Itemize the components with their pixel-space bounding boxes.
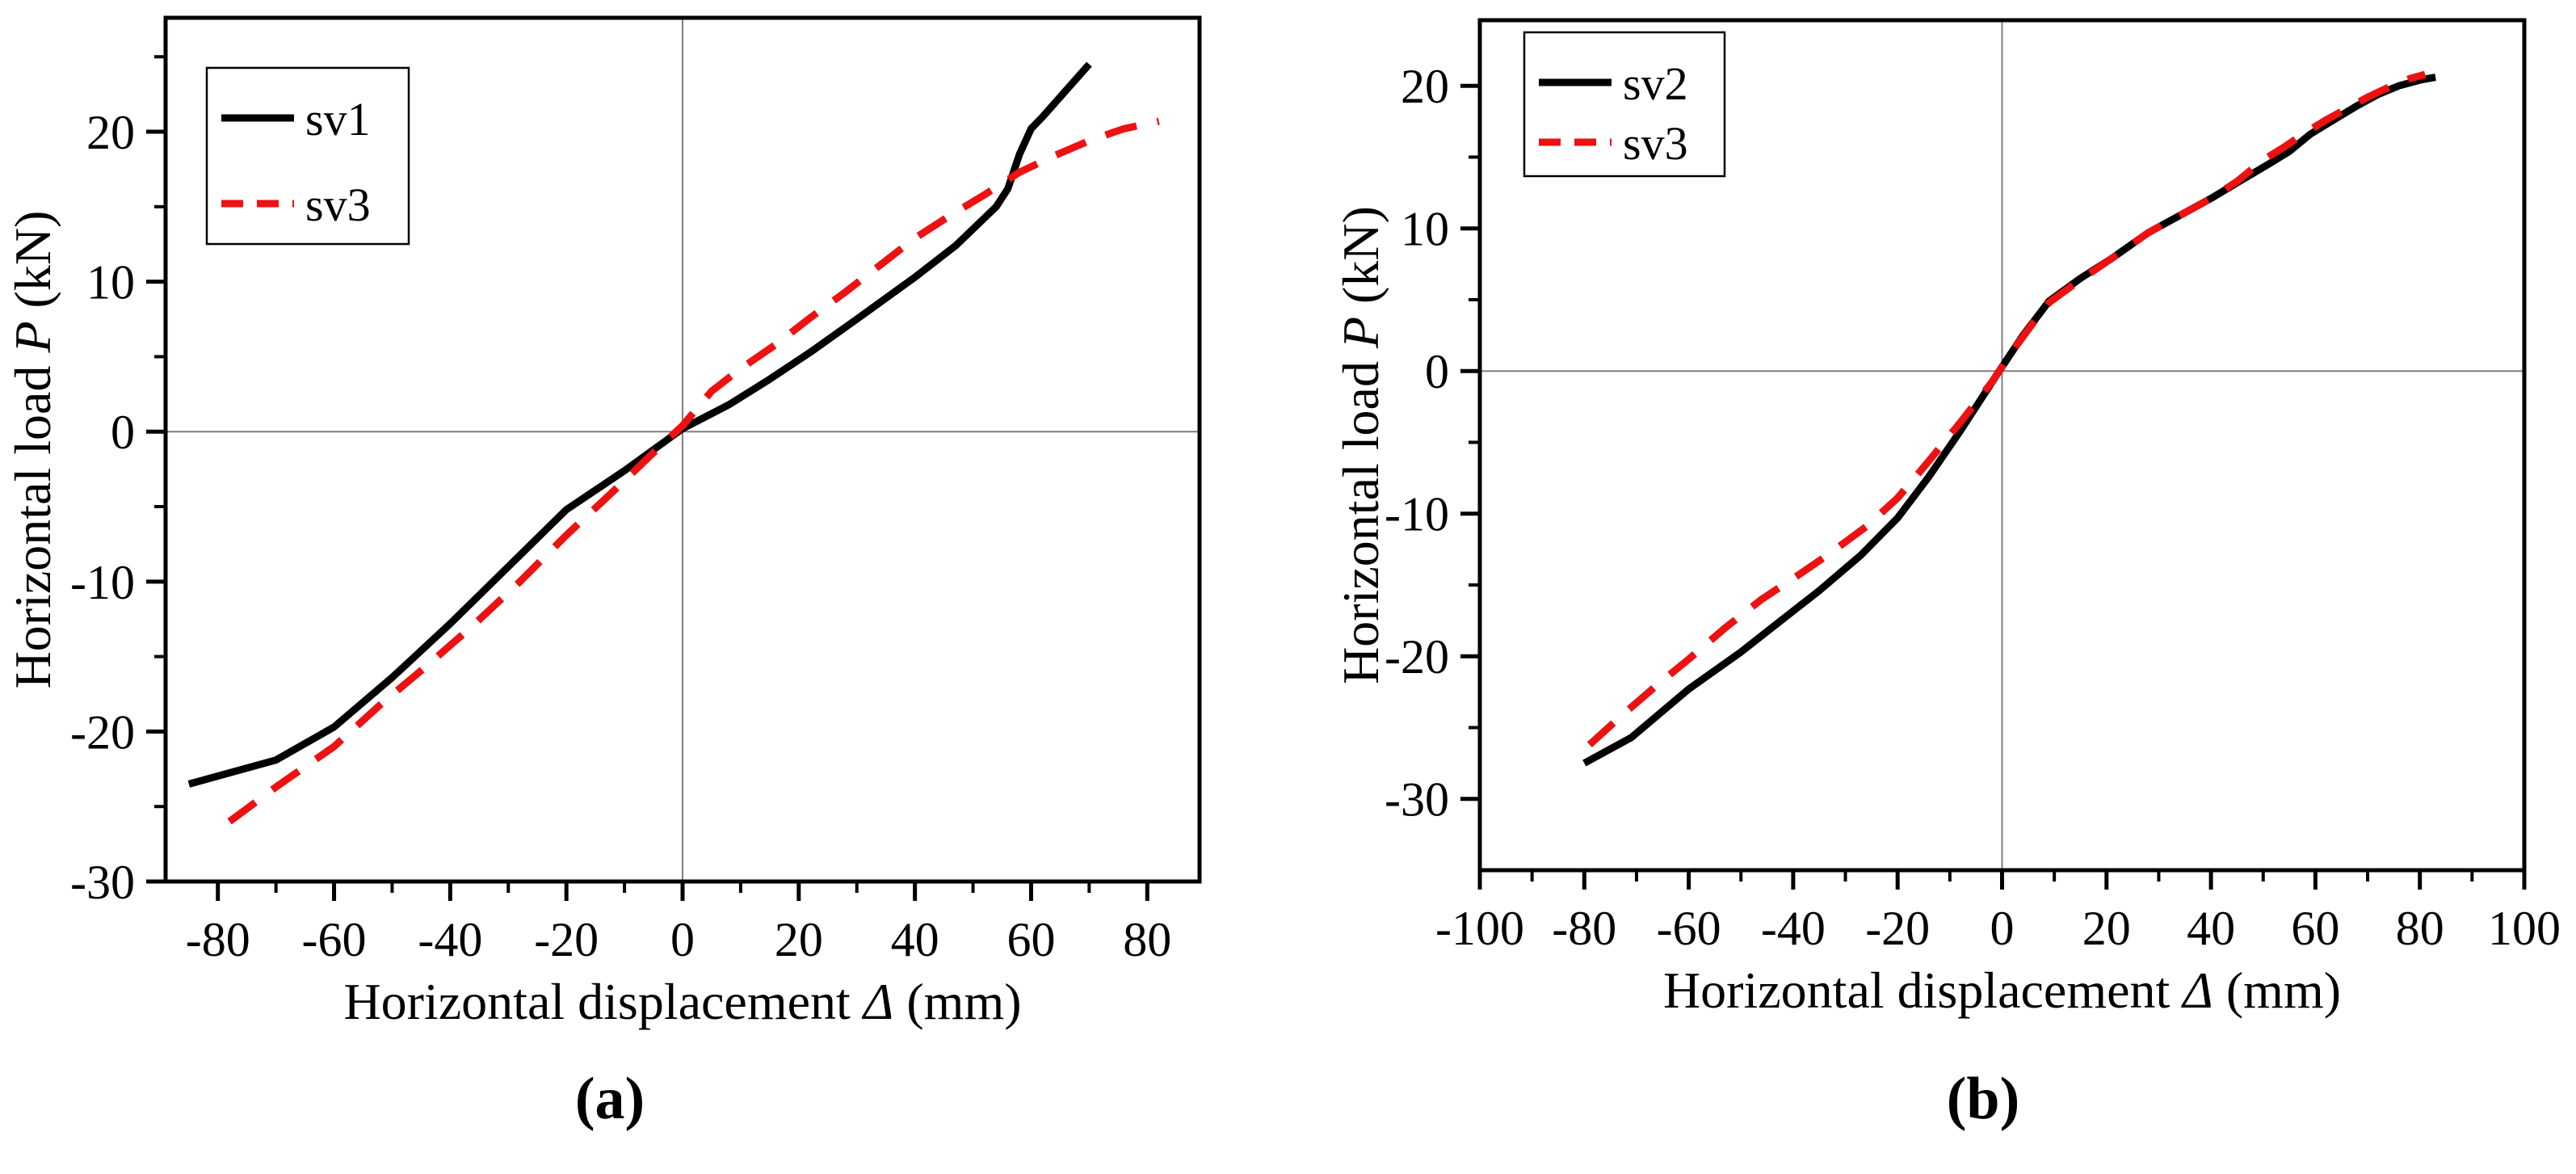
x-tick-label: -40 [418, 913, 482, 966]
x-tick-label: 20 [775, 913, 823, 966]
x-axis-title: Horizontal displacement Δ (mm) [343, 973, 1021, 1030]
y-axis-title: Horizontal load P (kN) [1332, 206, 1389, 684]
chart-b-canvas: -100 -80 -60 -40 -20 0 20 40 60 80 100-30-20-10010… [1332, 18, 2561, 1019]
y-tick-label: 0 [111, 406, 135, 459]
x-tick-label: 40 [891, 913, 939, 966]
x-tick-label: 60 [2291, 902, 2339, 955]
legend-label-sv2: sv2 [1623, 57, 1688, 110]
y-tick-label: -10 [1385, 488, 1449, 541]
y-tick-label: 20 [86, 106, 135, 159]
series-sv3-line [227, 117, 1160, 825]
y-axis-title: Horizontal load P (kN) [4, 211, 61, 689]
y-axis: -30 -20 -10 0 10 20 [1385, 60, 1480, 827]
y-tick-label: -10 [70, 556, 135, 609]
y-axis: -30 -20 -10 0 10 20 [70, 55, 166, 909]
x-axis-title: Horizontal displacement Δ (mm) [1663, 962, 2341, 1019]
caption-a: (a) [574, 1066, 645, 1132]
x-tick-label: -60 [302, 913, 367, 966]
x-tick-label: -20 [534, 913, 599, 966]
legend: sv1 sv3 [205, 66, 410, 246]
series-sv3-line [1586, 70, 2427, 748]
y-tick-label: -30 [70, 856, 135, 909]
y-tick-label: 10 [86, 256, 135, 309]
x-tick-label: -80 [186, 913, 250, 966]
x-tick-label: 80 [1123, 913, 1171, 966]
x-tick-label: 20 [2082, 902, 2131, 955]
y-tick-label: -20 [1385, 630, 1449, 684]
legend-label-sv3: sv3 [1623, 117, 1688, 170]
x-tick-label: 40 [2187, 902, 2235, 955]
y-tick-label: -20 [70, 705, 135, 759]
y-tick-label: -30 [1385, 773, 1449, 827]
x-tick-label: -40 [1761, 902, 1826, 955]
x-tick-label: 100 [2488, 902, 2561, 955]
legend-label-sv3: sv3 [305, 179, 371, 231]
x-tick-label: -100 [1435, 902, 1524, 955]
y-tick-label: 10 [1401, 203, 1449, 256]
x-tick-label: -20 [1865, 902, 1930, 955]
y-tick-label: 0 [1425, 345, 1449, 398]
x-tick-label: -80 [1552, 902, 1616, 955]
x-tick-label: 0 [670, 913, 695, 966]
series-sv2-line [1582, 74, 2436, 767]
series-sv1-line [187, 61, 1092, 788]
x-tick-label: 80 [2396, 902, 2444, 955]
x-tick-label: 60 [1006, 913, 1055, 966]
x-axis: -80 -60 -40 -20 0 20 40 60 80 [186, 882, 1171, 966]
legend-label-sv1: sv1 [305, 93, 371, 145]
y-tick-label: 20 [1401, 60, 1449, 113]
x-tick-label: 0 [1990, 902, 2015, 955]
x-tick-label: -60 [1657, 902, 1721, 955]
caption-b: (b) [1946, 1066, 2020, 1132]
x-axis: -100 -80 -60 -40 -20 0 20 40 60 80 100 [1435, 870, 2561, 955]
chart-a-canvas: -80 -60 -40 -20 0 20 40 60 80 -30 -20 -10 0 10 20 Horiz… [4, 15, 1202, 1030]
